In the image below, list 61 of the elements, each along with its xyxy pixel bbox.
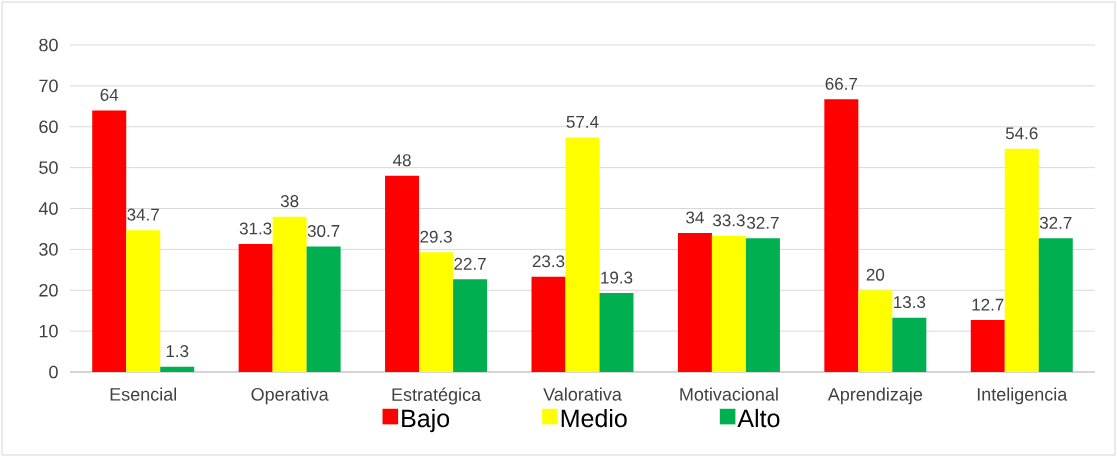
data-label: 19.3 xyxy=(601,271,633,284)
bar xyxy=(419,252,454,372)
data-label: 13.3 xyxy=(894,296,926,309)
data-label: 57.4 xyxy=(566,115,599,128)
data-label: 32.7 xyxy=(1039,216,1072,229)
data-label: 34 xyxy=(686,211,704,224)
x-tick-label: Inteligencia xyxy=(977,387,1068,405)
data-label: 20 xyxy=(866,268,885,281)
legend-label: Alto xyxy=(737,408,780,428)
bar xyxy=(453,279,488,372)
y-tick-label: 0 xyxy=(49,365,58,379)
data-label: 66.7 xyxy=(825,77,858,90)
bar xyxy=(126,230,161,372)
y-tick-label: 30 xyxy=(39,243,58,256)
y-tick-label: 10 xyxy=(39,324,58,338)
data-label: 33.3 xyxy=(713,214,745,227)
y-tick-label: 60 xyxy=(39,120,58,134)
bar xyxy=(711,235,746,372)
data-label: 30.7 xyxy=(307,224,340,237)
data-label: 32.7 xyxy=(747,216,779,229)
bar xyxy=(1038,238,1073,372)
bar xyxy=(238,244,273,372)
bar xyxy=(385,175,420,372)
bar xyxy=(306,246,341,372)
data-label: 31.3 xyxy=(239,222,272,235)
data-label: 22.7 xyxy=(454,257,486,270)
legend-label: Medio xyxy=(561,408,627,428)
data-label: 34.7 xyxy=(127,208,159,221)
y-tick-label: 50 xyxy=(39,161,58,174)
y-tick-label: 80 xyxy=(39,38,58,52)
data-label: 23.3 xyxy=(532,255,565,268)
bar xyxy=(92,110,127,372)
bar xyxy=(160,366,195,372)
bar xyxy=(892,317,927,372)
data-label: 64 xyxy=(100,88,119,101)
bar xyxy=(970,320,1005,372)
bar xyxy=(824,99,859,372)
y-tick-label: 40 xyxy=(38,202,58,215)
data-label: 29.3 xyxy=(420,230,452,243)
x-tick-label: Esencial xyxy=(110,387,177,401)
x-tick-label: Aprendizaje xyxy=(827,387,923,405)
bar xyxy=(565,137,600,372)
bar xyxy=(272,216,307,372)
data-label: 12.7 xyxy=(972,298,1004,311)
bar xyxy=(677,233,712,372)
data-label: 54.6 xyxy=(1005,127,1038,140)
bar xyxy=(1004,148,1039,372)
y-tick-label: 70 xyxy=(39,79,58,93)
x-tick-label: Valorativa xyxy=(543,387,622,401)
bar xyxy=(531,276,566,372)
x-tick-label: Estratégica xyxy=(392,387,482,405)
x-tick-label: Operativa xyxy=(251,387,329,405)
data-label: 38 xyxy=(280,195,299,208)
bar xyxy=(745,238,780,372)
y-tick-label: 20 xyxy=(39,283,58,297)
bar xyxy=(599,293,634,372)
bar xyxy=(858,290,893,372)
x-tick-label: Motivacional xyxy=(680,387,778,401)
legend-label: Bajo xyxy=(402,408,450,433)
data-label: 48 xyxy=(393,154,411,167)
data-label: 1.3 xyxy=(166,345,189,358)
